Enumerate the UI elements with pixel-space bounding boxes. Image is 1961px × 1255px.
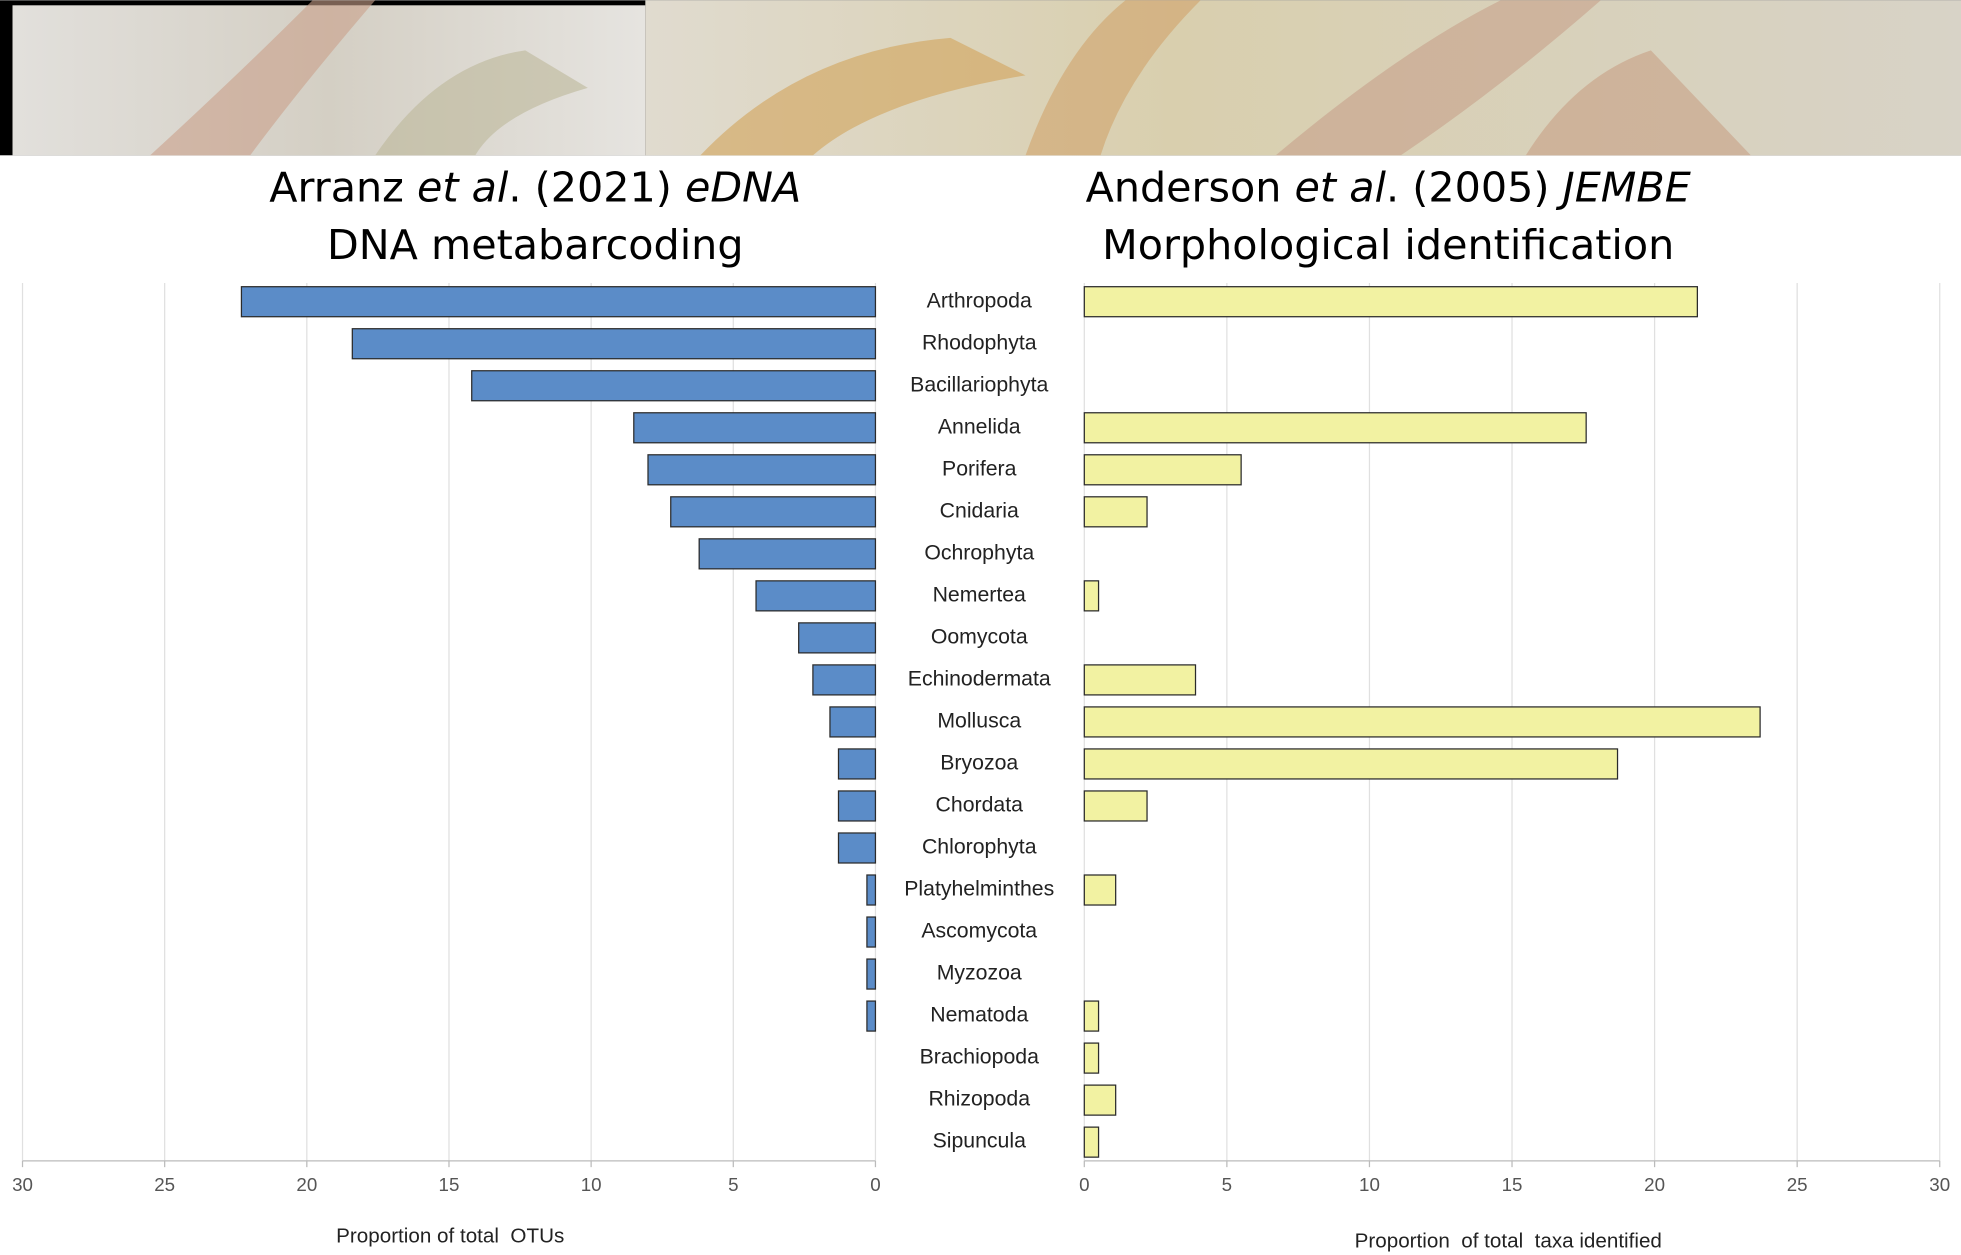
x-tick-label: 0 (870, 1174, 880, 1195)
title-part: Arranz (269, 163, 417, 211)
x-axis-label: Proportion of total OTUs (336, 1225, 564, 1248)
bar (866, 874, 877, 906)
bar (1083, 454, 1242, 486)
bar (1083, 790, 1148, 822)
x-tick-label: 15 (439, 1174, 460, 1195)
bar (1083, 748, 1619, 780)
category-label: Echinodermata (908, 667, 1051, 691)
category-label: Ochrophyta (924, 540, 1034, 564)
category-label: Arthropoda (927, 288, 1032, 312)
x-tick-label: 10 (1359, 1174, 1380, 1195)
bar (1083, 1084, 1117, 1116)
bar (698, 538, 877, 570)
bar (633, 412, 877, 444)
category-label: Annelida (938, 414, 1021, 438)
bar (1083, 580, 1100, 612)
category-label: Porifera (942, 456, 1017, 480)
bar (1083, 1042, 1100, 1074)
x-tick-label: 5 (1222, 1174, 1232, 1195)
x-tick-label: 25 (1787, 1174, 1808, 1195)
category-label: Nemertea (933, 582, 1026, 606)
x-tick-label: 20 (296, 1174, 317, 1195)
category-label: Chordata (936, 793, 1024, 817)
category-label: Ascomycota (921, 919, 1037, 943)
bar (837, 790, 877, 822)
x-tick-label: 20 (1644, 1174, 1665, 1195)
chart-title: Arranz et al. (2021) eDNA (269, 163, 801, 211)
bar (1083, 412, 1587, 444)
bar (1083, 1000, 1100, 1032)
bar (866, 916, 877, 948)
category-label: Rhodophyta (922, 330, 1037, 354)
bar (240, 286, 877, 318)
bar (1083, 874, 1117, 906)
bar (647, 454, 877, 486)
title-part: et al (417, 163, 509, 211)
category-label: Chlorophyta (922, 835, 1037, 859)
bar (1083, 664, 1197, 696)
category-label: Brachiopoda (920, 1045, 1040, 1069)
x-tick-label: 25 (154, 1174, 175, 1195)
x-tick-label: 30 (12, 1174, 33, 1195)
bar (755, 580, 877, 612)
bar (351, 328, 877, 360)
bar (812, 664, 877, 696)
bar (670, 496, 877, 528)
bar (798, 622, 877, 654)
title-part: eDNA (685, 163, 801, 211)
bar (1083, 286, 1698, 318)
title-part: Anderson (1086, 163, 1295, 211)
bar (1083, 706, 1761, 738)
x-axis-label: Proportion of total taxa identified (1355, 1230, 1662, 1253)
x-tick-label: 5 (728, 1174, 738, 1195)
category-label: Sipuncula (933, 1129, 1027, 1153)
category-label: Cnidaria (940, 498, 1019, 522)
x-tick-label: 0 (1079, 1174, 1089, 1195)
category-label: Platyhelminthes (904, 877, 1054, 901)
category-label: Myzozoa (937, 961, 1022, 985)
bar (829, 706, 877, 738)
plot-area: Arthropoda Rhodophyta Bacillariophyta Annel… (12, 163, 1950, 1252)
category-label: Mollusca (937, 709, 1021, 733)
title-part: JEMBE (1556, 163, 1691, 211)
bar (837, 748, 877, 780)
x-tick-label: 15 (1502, 1174, 1523, 1195)
category-label: Nematoda (930, 1003, 1028, 1027)
category-label: Bacillariophyta (910, 372, 1048, 396)
title-part: . (2005) (1386, 163, 1563, 211)
banner (0, 0, 1961, 156)
bar (1083, 1126, 1100, 1158)
bar (866, 1000, 877, 1032)
chart-subtitle: Morphological identification (1102, 221, 1674, 269)
chart-title: Anderson et al. (2005) JEMBE (1086, 163, 1691, 211)
bar (866, 958, 877, 990)
x-tick-label: 30 (1929, 1174, 1950, 1195)
bar (1083, 496, 1148, 528)
category-label: Rhizopoda (928, 1087, 1030, 1111)
title-part: et al (1295, 163, 1387, 211)
chart-subtitle: DNA metabarcoding (327, 221, 744, 269)
x-tick-label: 10 (581, 1174, 602, 1195)
category-label: Bryozoa (940, 751, 1018, 775)
bar (837, 832, 877, 864)
title-part: . (2021) (508, 163, 685, 211)
bar (471, 370, 877, 402)
category-label: Oomycota (931, 624, 1028, 648)
